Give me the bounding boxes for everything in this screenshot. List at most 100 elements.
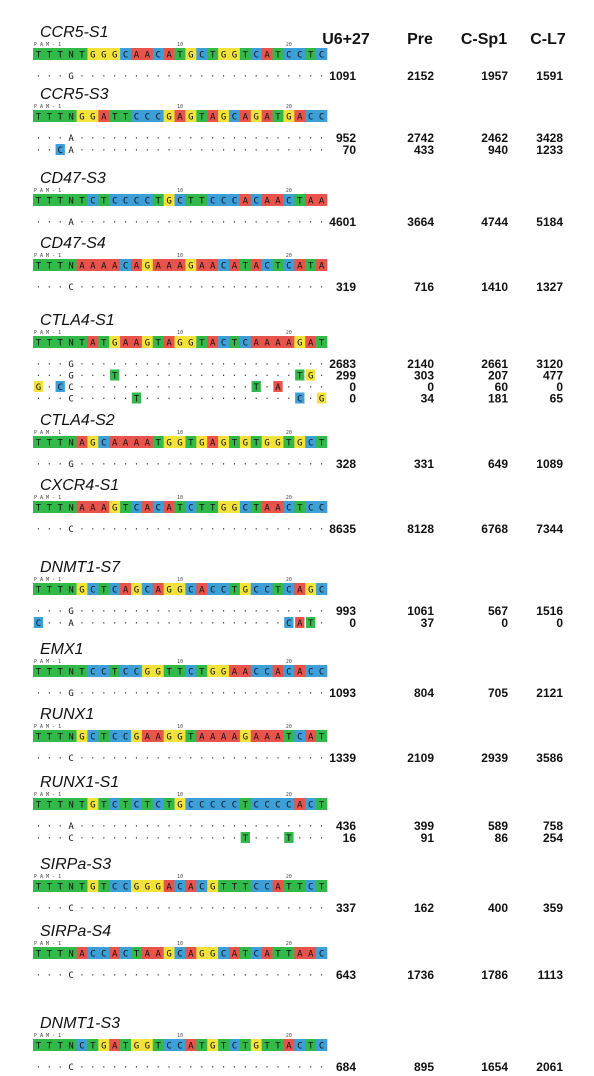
- base-cell: [174, 259, 186, 271]
- match-dot: ·: [308, 383, 313, 393]
- base-letter: T: [47, 338, 53, 348]
- base-letter: T: [58, 196, 64, 206]
- match-dot: ·: [319, 134, 324, 144]
- match-dot: ·: [232, 754, 237, 764]
- base-letter: G: [166, 949, 171, 959]
- match-dot: ·: [79, 834, 84, 844]
- match-dot: ·: [79, 822, 84, 832]
- base-cell: [283, 665, 295, 677]
- match-dot: ·: [297, 72, 302, 82]
- base-letter: T: [319, 882, 325, 892]
- match-dot: ·: [90, 834, 95, 844]
- variant-base: C: [58, 146, 63, 156]
- match-dot: ·: [199, 904, 204, 914]
- base-letter: A: [308, 338, 314, 348]
- match-dot: ·: [210, 822, 215, 832]
- site-name: CCR5-S3: [40, 86, 109, 103]
- match-dot: ·: [90, 395, 95, 405]
- match-dot: ·: [145, 460, 150, 470]
- read-count: 1736: [407, 968, 434, 982]
- base-letter: C: [134, 503, 139, 513]
- base-cell: [33, 947, 45, 959]
- base-cell: [43, 947, 56, 959]
- match-dot: ·: [232, 360, 237, 370]
- base-cell: [196, 947, 208, 959]
- match-dot: ·: [254, 460, 259, 470]
- base-letter: A: [90, 503, 96, 513]
- base-letter: A: [199, 585, 205, 595]
- base-cell: [316, 110, 328, 122]
- base-cell: [283, 436, 295, 448]
- site-name: CTLA4-S1: [40, 312, 115, 329]
- match-dot: ·: [90, 360, 95, 370]
- variant-base: G: [319, 395, 324, 405]
- read-count: 3428: [536, 131, 563, 145]
- match-dot: ·: [134, 607, 139, 617]
- base-letter: T: [47, 585, 53, 595]
- match-dot: ·: [221, 283, 226, 293]
- base-letter: T: [166, 800, 172, 810]
- base-cell: [120, 880, 132, 892]
- base-cell: [141, 194, 154, 206]
- match-dot: ·: [243, 218, 248, 228]
- match-dot: ·: [243, 395, 248, 405]
- match-dot: ·: [177, 971, 182, 981]
- base-cell: [174, 501, 186, 513]
- base-cell: [207, 110, 219, 122]
- variant-row: · · · C · · · · · T · · · · · · · · · · · · · · C · G 0 34 181 65: [36, 392, 564, 406]
- base-letter: N: [68, 196, 73, 206]
- match-dot: ·: [36, 1063, 41, 1073]
- base-cell: [131, 259, 143, 271]
- base-cell: [65, 665, 77, 677]
- base-letter: C: [297, 732, 302, 742]
- base-cell: [65, 798, 77, 810]
- read-count: 254: [543, 831, 563, 845]
- base-cell: [316, 665, 328, 677]
- match-dot: ·: [319, 72, 324, 82]
- match-dot: ·: [166, 146, 171, 156]
- base-cell: [87, 583, 99, 595]
- match-dot: ·: [232, 525, 237, 535]
- base-letter: A: [166, 338, 172, 348]
- base-cell: [250, 259, 262, 271]
- variant-base: G: [68, 689, 73, 699]
- base-cell: [207, 880, 219, 892]
- base-cell: [196, 730, 208, 742]
- match-dot: ·: [36, 72, 41, 82]
- base-cell: [54, 501, 66, 513]
- base-letter: T: [286, 438, 292, 448]
- match-dot: ·: [90, 460, 95, 470]
- match-dot: ·: [58, 904, 63, 914]
- base-letter: C: [232, 1041, 237, 1051]
- base-cell: [185, 1039, 197, 1051]
- base-letter: A: [264, 732, 270, 742]
- mismatch-cell: [295, 392, 305, 404]
- match-dot: ·: [199, 1063, 204, 1073]
- match-dot: ·: [101, 822, 106, 832]
- base-letter: T: [199, 112, 205, 122]
- base-letter: T: [90, 1041, 96, 1051]
- match-dot: ·: [243, 283, 248, 293]
- base-letter: G: [177, 338, 182, 348]
- match-dot: ·: [254, 525, 259, 535]
- read-count: 8635: [329, 522, 356, 536]
- match-dot: ·: [101, 1063, 106, 1073]
- base-cell: [54, 194, 66, 206]
- base-letter: A: [166, 50, 172, 60]
- match-dot: ·: [166, 689, 171, 699]
- site-name: CD47-S3: [40, 170, 106, 187]
- match-dot: ·: [308, 754, 313, 764]
- base-letter: T: [275, 585, 281, 595]
- match-dot: ·: [308, 218, 313, 228]
- base-cell: [174, 1039, 186, 1051]
- match-dot: ·: [79, 619, 84, 629]
- base-letter: T: [275, 261, 281, 271]
- base-cell: [163, 194, 175, 206]
- match-dot: ·: [188, 689, 193, 699]
- base-letter: C: [286, 800, 291, 810]
- base-cell: [174, 583, 186, 595]
- base-cell: [185, 880, 197, 892]
- base-cell: [98, 436, 110, 448]
- match-dot: ·: [134, 689, 139, 699]
